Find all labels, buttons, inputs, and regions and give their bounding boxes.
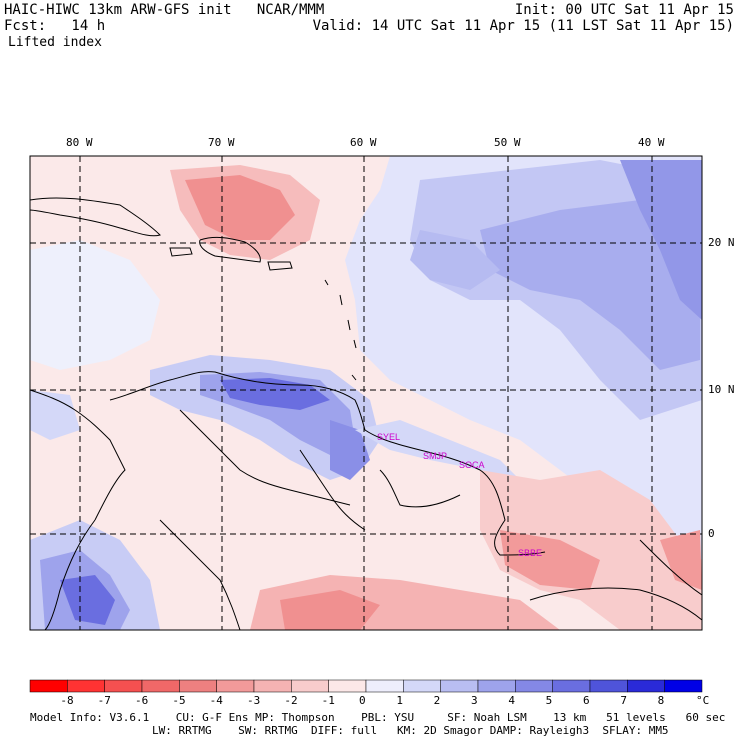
colorbar-tick-label: 8 [657, 694, 665, 707]
colorbar-swatch [664, 679, 703, 693]
colorbar-swatch [589, 679, 628, 693]
lat-label: 20 N [708, 236, 735, 249]
colorbar-tick-label: -5 [172, 694, 186, 707]
colorbar-tick-label: -3 [247, 694, 261, 707]
station-label: SBBE [518, 548, 542, 558]
lon-label: 40 W [638, 136, 665, 149]
colorbar-swatch [328, 679, 367, 693]
colorbar-tick-label: 5 [545, 694, 553, 707]
colorbar-tick-label: -6 [135, 694, 149, 707]
valid-time: Valid: 14 UTC Sat 11 Apr 15 (11 LST Sat … [312, 18, 734, 34]
lon-label: 80 W [66, 136, 93, 149]
colorbar-unit: °C [696, 694, 710, 707]
colorbar-tick-label: -8 [60, 694, 74, 707]
colorbar-tick-label: 6 [583, 694, 590, 707]
station-label: SOCA [459, 460, 485, 470]
init-time: Init: 00 UTC Sat 11 Apr 15 [514, 2, 734, 18]
colorbar-swatch [440, 679, 479, 693]
colorbar-swatch [104, 679, 143, 693]
lat-lon-grid [30, 156, 702, 630]
model-info-line2: LW: RRTMG SW: RRTMG DIFF: full KM: 2D Sm… [152, 724, 669, 737]
coastlines [30, 197, 702, 630]
colorbar-swatch [179, 679, 217, 693]
lon-label: 50 W [494, 136, 521, 149]
colorbar-swatch [29, 679, 68, 693]
header-title: HAIC-HIWC 13km ARW-GFS init NCAR/MMM [4, 2, 325, 18]
lat-label: 0 [708, 527, 715, 540]
colorbar-swatch [141, 679, 180, 693]
colorbar-swatch [515, 679, 553, 693]
lat-label: 10 N [708, 383, 735, 396]
colorbar-swatch [291, 679, 329, 693]
colorbar-swatch [552, 679, 591, 693]
colorbar-tick-label: 3 [471, 694, 478, 707]
colorbar-tick-label: 2 [433, 694, 441, 707]
colorbar [29, 679, 703, 693]
station-label: SYEL [377, 432, 400, 442]
colorbar-tick-label: -7 [97, 694, 111, 707]
model-info-line1: Model Info: V3.6.1 CU: G-F Ens MP: Thomp… [30, 711, 726, 724]
colorbar-tick-label: 0 [359, 694, 366, 707]
colorbar-swatch [253, 679, 292, 693]
colorbar-swatch [216, 679, 255, 693]
colorbar-swatch [403, 679, 441, 693]
colorbar-swatch [67, 679, 105, 693]
field-name: Lifted index [8, 35, 102, 50]
colorbar-tick-label: -2 [284, 694, 298, 707]
colorbar-swatch [627, 679, 665, 693]
station-label: SMJP [423, 451, 447, 461]
forecast-hour: Fcst: 14 h [4, 18, 106, 34]
colorbar-tick-label: -4 [209, 694, 223, 707]
colorbar-tick-label: 7 [620, 694, 627, 707]
lon-label: 70 W [208, 136, 235, 149]
colorbar-tick-label: -1 [321, 694, 335, 707]
colorbar-tick-label: 4 [508, 694, 515, 707]
colorbar-swatch [477, 679, 516, 693]
colorbar-swatch [365, 679, 404, 693]
lifted-index-field [30, 156, 702, 630]
colorbar-tick-label: 1 [396, 694, 403, 707]
lon-label: 60 W [350, 136, 377, 149]
